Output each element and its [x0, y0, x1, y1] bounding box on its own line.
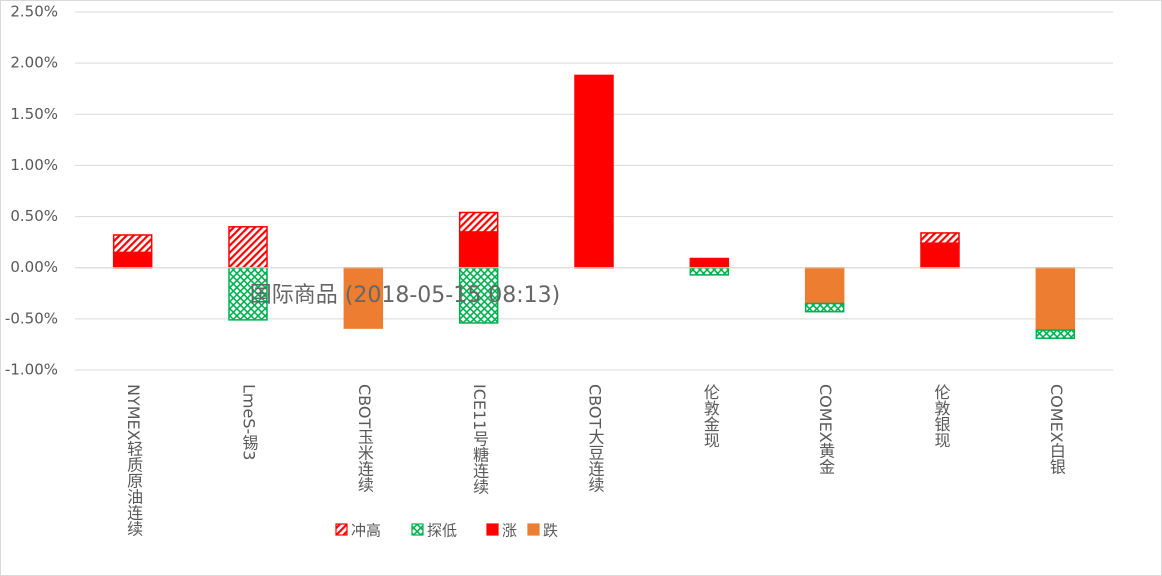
- y-tick-label: 0.00%: [10, 258, 58, 276]
- legend-swatch: [527, 523, 540, 536]
- y-tick-label: -0.50%: [5, 309, 58, 327]
- x-tick-label: ICE11号糖连续: [470, 384, 489, 494]
- legend-label: 探低: [427, 522, 457, 540]
- bar-segment: [689, 266, 730, 276]
- bar-segment: [1035, 329, 1076, 340]
- bar-segment: [112, 251, 153, 269]
- x-tick-label: COMEX白银: [1047, 384, 1066, 475]
- y-tick-label: 1.50%: [10, 105, 58, 123]
- x-tick-label: NYMEX轻质原油连续: [124, 384, 143, 537]
- legend-swatch: [335, 523, 348, 536]
- y-tick-label: 2.00%: [10, 54, 58, 72]
- y-tick-label: 1.00%: [10, 156, 58, 174]
- bar-segment: [920, 242, 960, 269]
- bar-segment: [804, 302, 845, 313]
- bar-segment: [574, 74, 614, 269]
- x-tick-label: CBOT大豆连续: [586, 384, 605, 492]
- y-tick-label: 0.50%: [10, 207, 58, 225]
- legend-swatch: [411, 523, 424, 536]
- x-tick-label: 伦敦金现: [701, 384, 720, 448]
- watermark: 国际商品 (2018-05-15 08:13): [250, 283, 560, 308]
- bar-segment: [228, 266, 268, 321]
- legend-label: 涨: [502, 522, 517, 540]
- x-tick-label: COMEX黄金: [816, 384, 835, 475]
- legend-label: 跌: [543, 522, 558, 540]
- legend-swatch: [486, 523, 499, 536]
- bar-segment: [920, 232, 960, 244]
- bar-segment: [112, 234, 153, 254]
- bar-segment: [458, 231, 499, 269]
- x-tick-label: LmeS-锡3: [240, 384, 259, 460]
- bar-segment: [458, 211, 499, 233]
- bar-segment: [804, 266, 845, 305]
- bar-segment: [228, 226, 268, 269]
- x-tick-label: CBOT玉米连续: [355, 384, 374, 492]
- bar-segment: [689, 257, 730, 269]
- bar-segment: [1035, 266, 1076, 331]
- legend-label: 冲高: [351, 522, 381, 540]
- y-tick-label: 2.50%: [10, 3, 58, 21]
- y-tick-label: -1.00%: [5, 361, 58, 379]
- x-tick-label: 伦敦银现: [932, 384, 951, 448]
